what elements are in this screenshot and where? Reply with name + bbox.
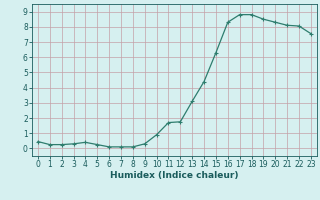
X-axis label: Humidex (Indice chaleur): Humidex (Indice chaleur) xyxy=(110,171,239,180)
